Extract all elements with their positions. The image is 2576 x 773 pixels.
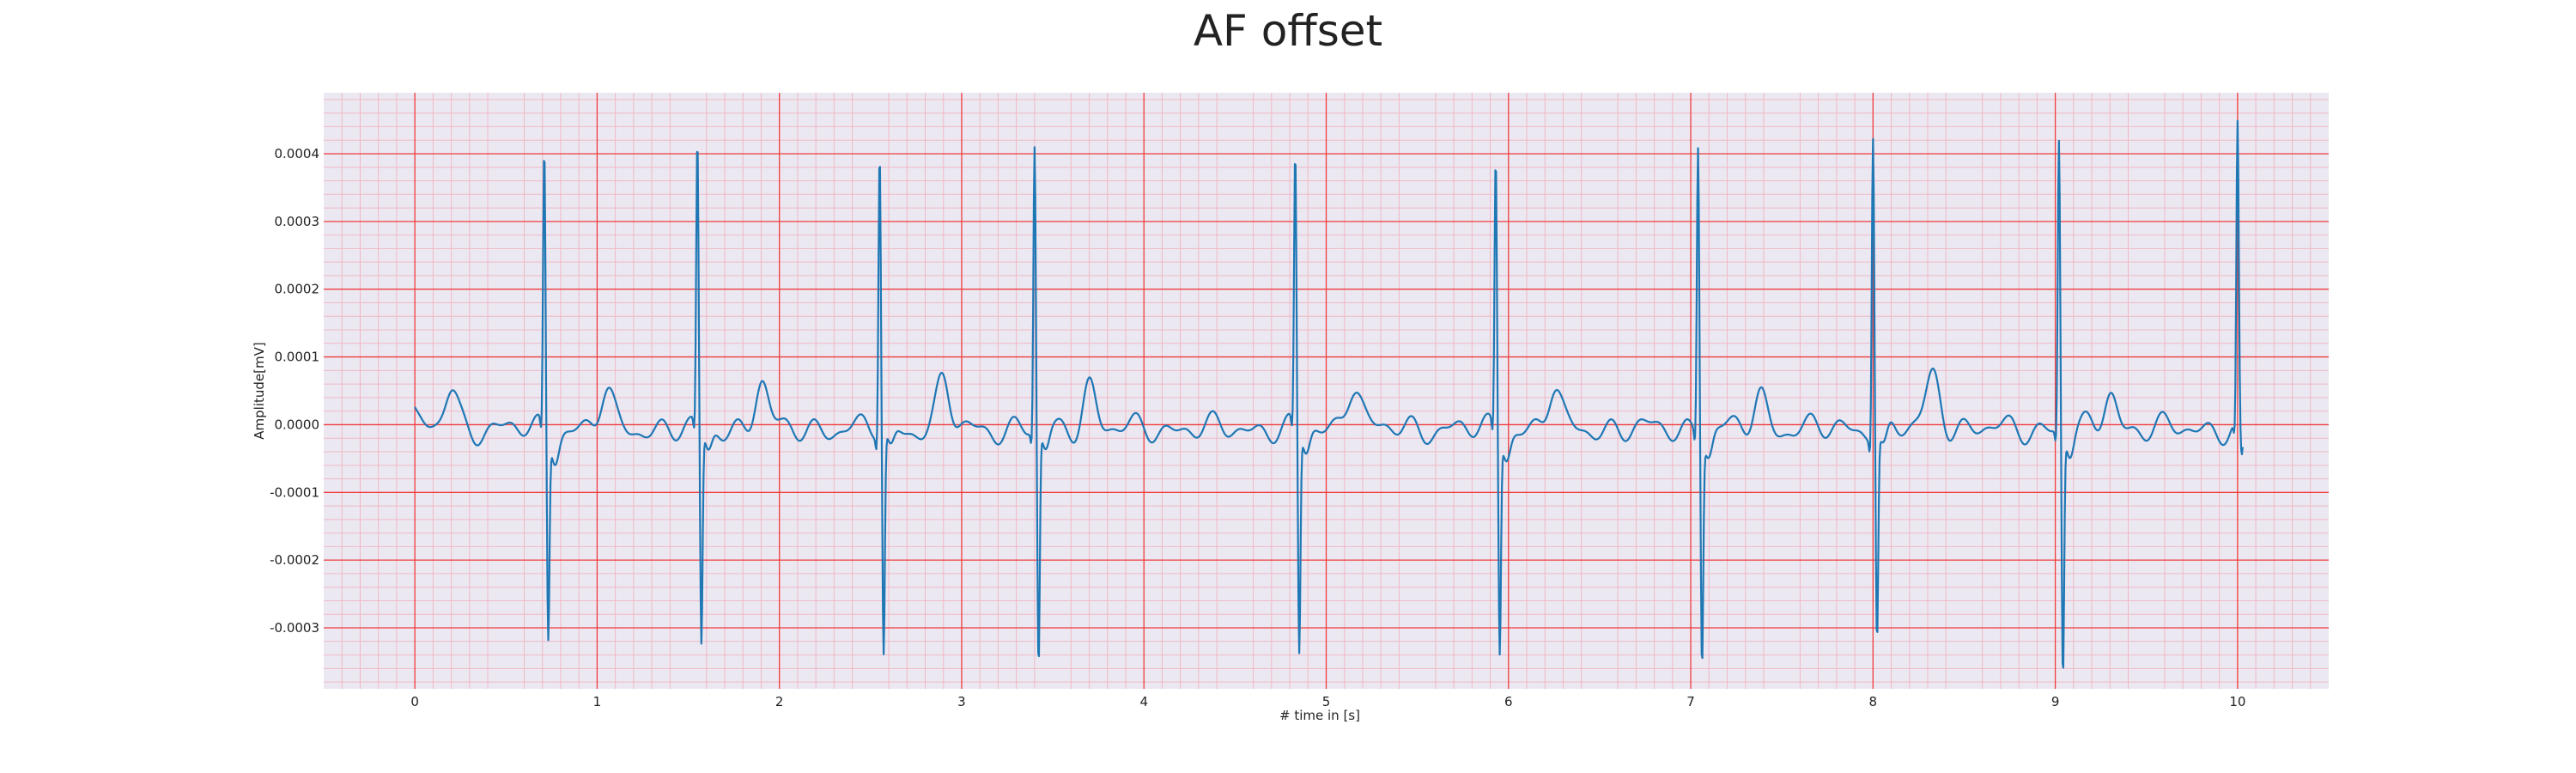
y-tick-label: 0.0004 [275,146,320,161]
x-tick-label: 10 [2229,694,2245,709]
y-axis-label: Amplitude[mV] [252,342,267,439]
x-tick-label: 6 [1504,694,1513,709]
y-tick-label: -0.0002 [270,552,319,568]
y-tick-label: 0.0000 [275,417,320,432]
y-tick-label: 0.0001 [275,350,320,365]
x-axis-label: # time in [s] [1279,708,1360,723]
ecg-series-line [414,119,2244,669]
y-tick-label: 0.0003 [275,214,320,229]
major-grid [324,93,2329,689]
x-tick-label: 9 [2051,694,2060,709]
x-tick-label: 3 [957,694,966,709]
chart-title: AF offset [1194,6,1382,56]
y-tick-label: -0.0003 [270,620,319,636]
x-axis-ticks: 0 1 2 3 4 5 6 7 8 9 10 [410,694,2245,709]
x-tick-label: 5 [1322,694,1331,709]
x-tick-label: 2 [775,694,784,709]
y-axis-ticks: -0.0003 -0.0002 -0.0001 0.0000 0.0001 0.0002 0… [270,146,319,636]
y-tick-label: 0.0002 [275,282,320,297]
series-layer [414,119,2244,669]
x-tick-label: 8 [1869,694,1878,709]
x-tick-label: 4 [1139,694,1148,709]
x-tick-label: 1 [593,694,602,709]
x-tick-label: 0 [410,694,419,709]
y-tick-label: -0.0001 [270,484,319,500]
x-tick-label: 7 [1686,694,1695,709]
